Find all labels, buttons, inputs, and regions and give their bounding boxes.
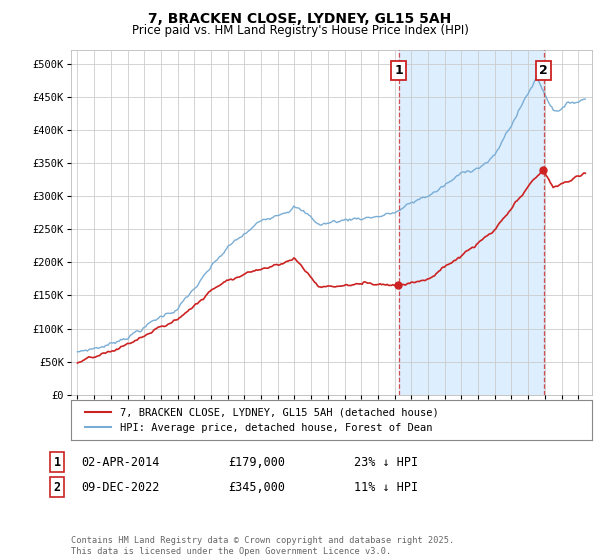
Bar — [399, 50, 544, 395]
Text: 11% ↓ HPI: 11% ↓ HPI — [354, 480, 418, 494]
Text: 2: 2 — [53, 480, 61, 494]
Text: 23% ↓ HPI: 23% ↓ HPI — [354, 455, 418, 469]
Text: £179,000: £179,000 — [228, 455, 285, 469]
Text: Price paid vs. HM Land Registry's House Price Index (HPI): Price paid vs. HM Land Registry's House … — [131, 24, 469, 36]
Text: Contains HM Land Registry data © Crown copyright and database right 2025.
This d: Contains HM Land Registry data © Crown c… — [71, 536, 454, 556]
Text: 7, BRACKEN CLOSE, LYDNEY, GL15 5AH: 7, BRACKEN CLOSE, LYDNEY, GL15 5AH — [148, 12, 452, 26]
Text: 09-DEC-2022: 09-DEC-2022 — [81, 480, 160, 494]
Text: 1: 1 — [394, 64, 403, 77]
Text: 1: 1 — [53, 455, 61, 469]
Text: 2: 2 — [539, 64, 548, 77]
Text: £345,000: £345,000 — [228, 480, 285, 494]
Legend: 7, BRACKEN CLOSE, LYDNEY, GL15 5AH (detached house), HPI: Average price, detache: 7, BRACKEN CLOSE, LYDNEY, GL15 5AH (deta… — [81, 403, 443, 437]
Text: 02-APR-2014: 02-APR-2014 — [81, 455, 160, 469]
